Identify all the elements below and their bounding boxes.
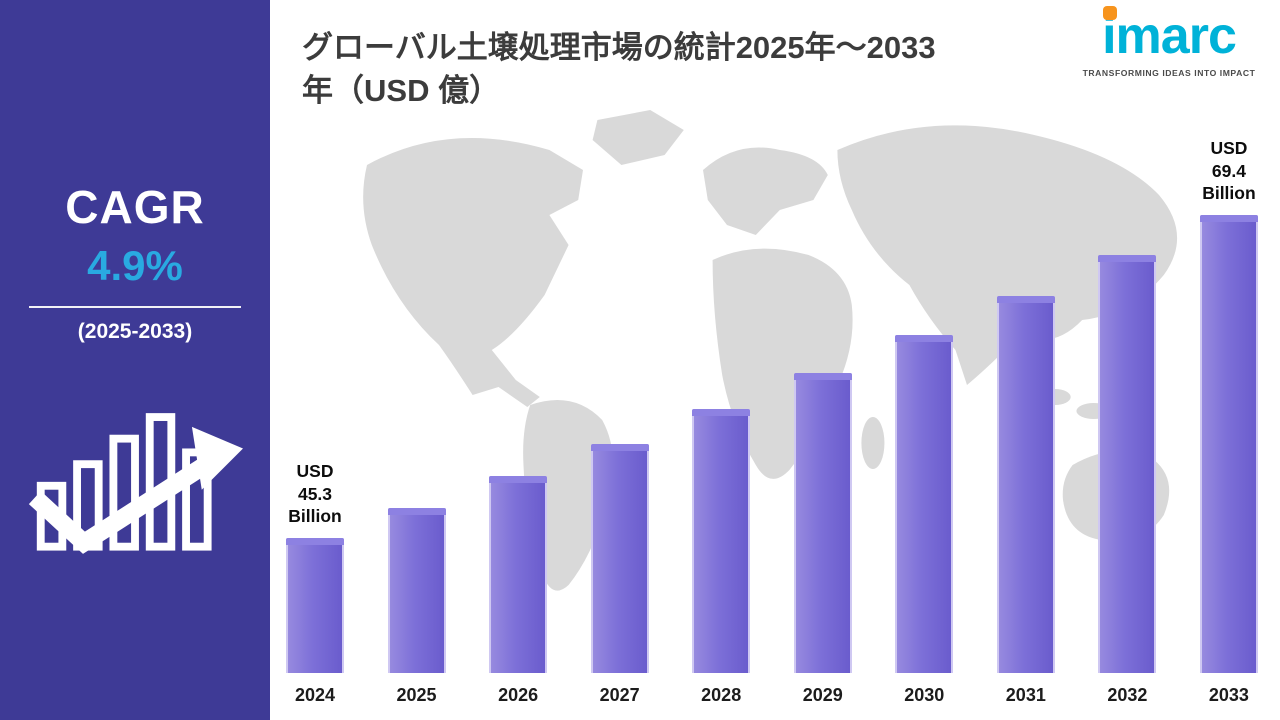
chart-title-line1: グローバル土壌処理市場の統計2025年～2033	[302, 30, 936, 65]
bar-column-2032: 2032	[1090, 255, 1164, 706]
x-axis-label-2028: 2028	[701, 685, 742, 705]
cagr-divider	[29, 306, 241, 308]
bar-2028	[692, 409, 751, 673]
cagr-period: (2025-2033)	[77, 320, 193, 343]
chart-title: グローバル土壌処理市場の統計2025年～2033 年（USD 億）	[302, 26, 1102, 113]
value-label-2024: USD 45.3 Billion	[288, 460, 342, 527]
imarc-logo-text: imarc	[1102, 7, 1237, 65]
bar-2024	[286, 538, 344, 673]
bar-2029	[793, 373, 852, 673]
cagr-value: 4.9%	[87, 242, 183, 289]
chart-region: グローバル土壌処理市場の統計2025年～2033 年（USD 億） imarc …	[270, 0, 1280, 720]
cagr-label: CAGR	[65, 181, 205, 233]
bar-2025	[387, 508, 446, 673]
imarc-logo-tagline: TRANSFORMING IDEAS INTO IMPACT	[1082, 68, 1256, 78]
imarc-logo: imarc TRANSFORMING IDEAS INTO IMPACT	[1074, 6, 1264, 78]
bar-column-2031: 2031	[989, 296, 1063, 706]
bar-column-2030: 2030	[887, 335, 961, 706]
bar-column-2028: 2028	[684, 409, 758, 706]
chart-title-line2: 年（USD 億）	[302, 73, 501, 109]
bar-column-2027: 2027	[583, 444, 657, 706]
x-axis-label-2032: 2032	[1107, 685, 1148, 705]
x-axis-label-2024: 2024	[294, 685, 336, 705]
bar-2031	[996, 296, 1055, 673]
growth-chart-icon	[28, 413, 243, 554]
x-axis-label-2033: 2033	[1208, 685, 1249, 705]
bar-2032	[1098, 255, 1157, 673]
x-axis-label-2027: 2027	[599, 685, 640, 705]
x-axis-label-2030: 2030	[904, 685, 945, 705]
cagr-sidebar: CAGR 4.9% (2025-2033)	[0, 0, 270, 720]
x-axis-label-2026: 2026	[498, 685, 539, 705]
x-axis-label-2025: 2025	[396, 685, 437, 705]
imarc-logo-dot-icon	[1103, 6, 1118, 20]
bar-column-2025: 2025	[380, 508, 454, 706]
bar-2033	[1199, 215, 1258, 673]
bar-chart: USD 45.3 Billion 2024 2025 2026 2027 2028 2029 2…	[278, 76, 1266, 706]
imarc-logo-wordmark: imarc	[1102, 6, 1237, 65]
bar-2026	[489, 476, 548, 673]
x-axis-label-2029: 2029	[802, 685, 843, 705]
bar-column-2024: USD 45.3 Billion 2024	[278, 460, 352, 706]
bar-2030	[895, 335, 954, 673]
bar-column-2033: USD 69.4 Billion 2033	[1192, 137, 1266, 706]
bar-2027	[590, 444, 649, 673]
bar-column-2029: 2029	[786, 373, 860, 706]
x-axis-label-2031: 2031	[1005, 685, 1046, 705]
bar-column-2026: 2026	[481, 476, 555, 706]
value-label-2033: USD 69.4 Billion	[1202, 137, 1256, 204]
